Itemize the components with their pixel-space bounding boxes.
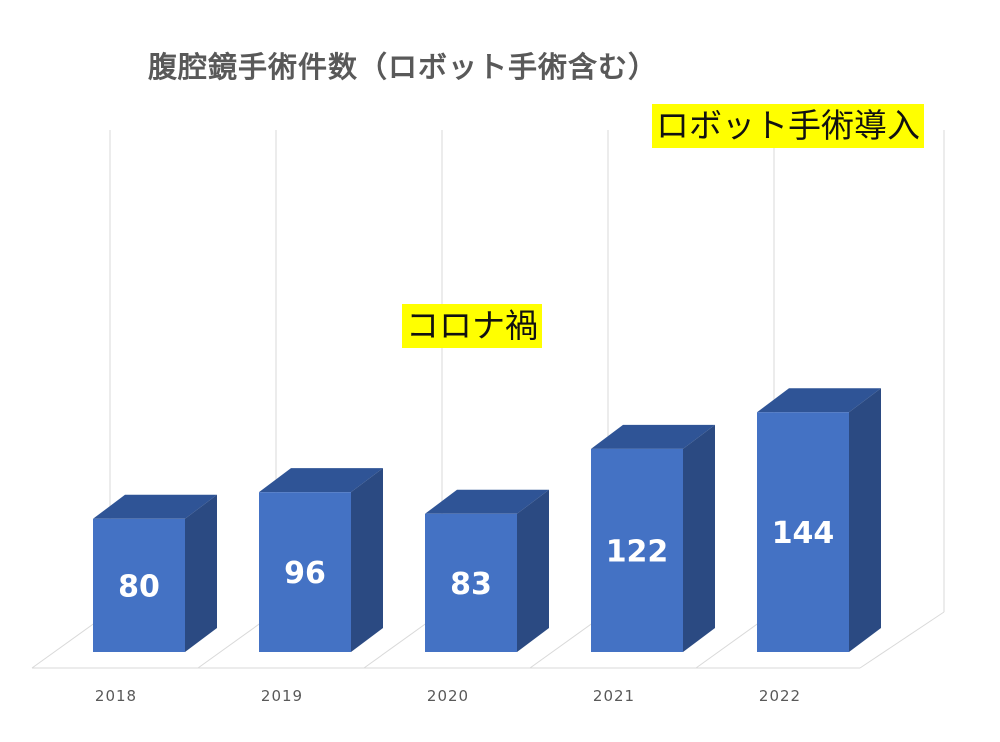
- data-label: 144: [772, 516, 835, 551]
- x-tick-label: 2021: [593, 687, 635, 705]
- bars: 80 96 83 122 144: [93, 388, 881, 652]
- bar-top-face: [93, 494, 217, 519]
- bar-top-face: [591, 424, 715, 449]
- bar-front-face: [591, 448, 683, 652]
- bar-2019: 96: [259, 468, 383, 652]
- bar-top-face: [757, 388, 881, 413]
- bar-side-face: [517, 489, 549, 652]
- annotation-robot-surgery: ロボット手術導入: [652, 104, 924, 148]
- x-tick-label: 2019: [261, 687, 303, 705]
- annotation-covid: コロナ禍: [402, 304, 542, 348]
- bar-2022: 144: [757, 388, 881, 652]
- bar-side-face: [351, 468, 383, 652]
- bar-side-face: [185, 494, 217, 652]
- data-label: 80: [118, 569, 160, 604]
- data-label: 83: [450, 567, 492, 602]
- bar-top-face: [259, 468, 383, 493]
- floor-right-edge: [859, 611, 945, 669]
- x-tick-label: 2020: [427, 687, 469, 705]
- bar-2018: 80: [93, 494, 217, 652]
- data-label: 96: [284, 556, 326, 591]
- data-label: 122: [606, 534, 669, 569]
- bar-front-face: [757, 412, 849, 652]
- bar-side-face: [849, 388, 881, 652]
- chart-title: 腹腔鏡手術件数（ロボット手術含む）: [148, 50, 659, 84]
- bar-front-face: [259, 492, 351, 652]
- x-tick-label: 2018: [95, 687, 137, 705]
- x-axis-ticks: 2018 2019 2020 2021 2022: [95, 687, 801, 705]
- bar-front-face: [93, 518, 185, 652]
- x-tick-label: 2022: [759, 687, 801, 705]
- bar-side-face: [683, 424, 715, 652]
- bar-2020: 83: [425, 489, 549, 652]
- bar-top-face: [425, 489, 549, 514]
- bar-front-face: [425, 513, 517, 652]
- bar-2021: 122: [591, 424, 715, 652]
